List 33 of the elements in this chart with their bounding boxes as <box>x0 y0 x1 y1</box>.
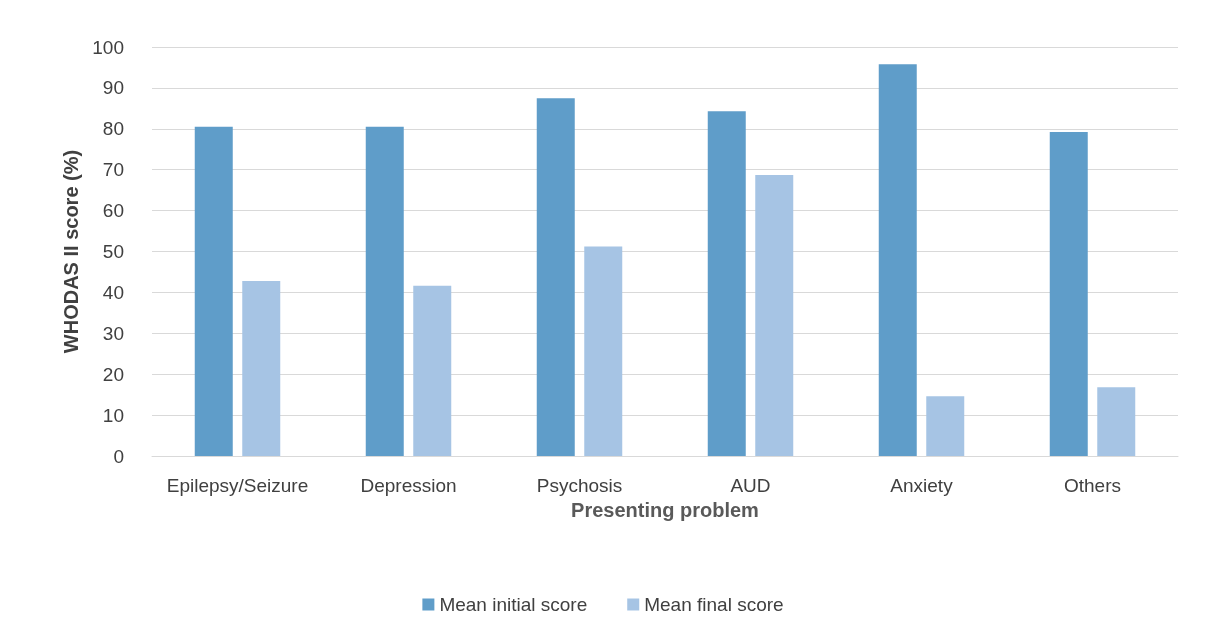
y-tick-label: 100 <box>92 36 124 58</box>
bar <box>365 126 404 456</box>
x-tick-label: Psychosis <box>536 475 623 496</box>
y-tick-label: 40 <box>102 281 124 303</box>
y-tick-label: 20 <box>102 363 124 385</box>
bar <box>878 64 917 456</box>
x-tick-label: Others <box>1063 475 1122 496</box>
bar <box>194 126 233 456</box>
bar <box>707 111 746 456</box>
y-tick-label: 70 <box>102 159 124 181</box>
x-axis-title: Presenting problem <box>571 498 759 521</box>
bar <box>926 396 965 456</box>
x-tick-label: Depression <box>360 475 457 496</box>
bar <box>584 246 623 456</box>
bar <box>242 280 281 456</box>
x-tick-label: Epilepsy/Seizure <box>166 475 309 496</box>
x-tick-label: AUD <box>730 475 771 496</box>
legend-label: Mean initial score <box>439 594 588 615</box>
legend-label: Mean final score <box>644 594 784 615</box>
bar <box>536 98 575 456</box>
y-tick-label: 60 <box>102 200 124 222</box>
y-tick-label: 50 <box>102 241 124 262</box>
y-tick-label: 90 <box>102 77 124 99</box>
y-tick-label: 80 <box>102 118 124 140</box>
y-tick-label: 10 <box>102 404 124 426</box>
bar <box>1097 387 1136 456</box>
bar <box>755 175 794 456</box>
bar <box>413 285 452 456</box>
y-axis-title: WHODAS II score (%) <box>60 149 83 354</box>
y-tick-label: 30 <box>102 322 124 344</box>
y-tick-label: 0 <box>113 445 124 467</box>
x-tick-label: Anxiety <box>890 475 954 496</box>
bar <box>1049 132 1088 456</box>
